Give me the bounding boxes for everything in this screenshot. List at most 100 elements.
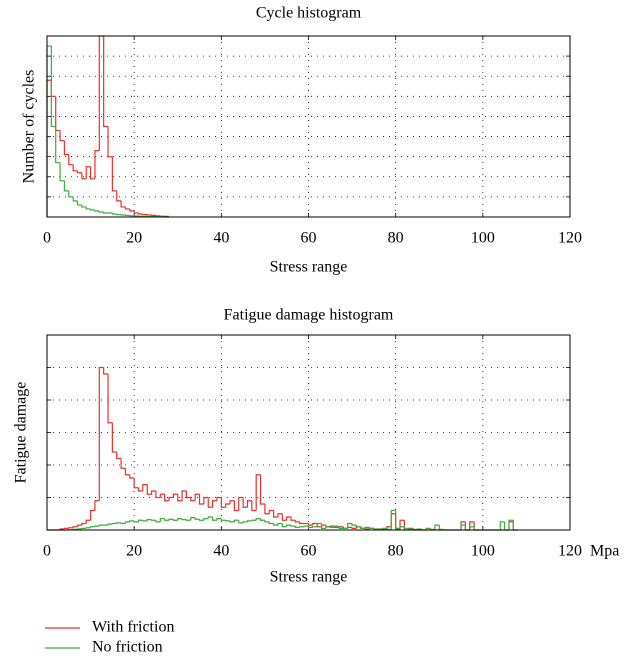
histogram-step <box>117 523 121 524</box>
histogram-step <box>300 522 304 524</box>
histogram-step <box>239 498 243 511</box>
histogram-step <box>287 517 291 520</box>
x-unit-label: Mpa <box>590 543 619 560</box>
histogram-step <box>121 523 125 524</box>
histogram-step <box>500 522 504 530</box>
y-axis-label: Number of cycles <box>21 70 38 184</box>
histogram-step <box>256 475 260 511</box>
histogram-step <box>147 485 151 495</box>
histogram-step <box>134 521 138 522</box>
histogram-step <box>295 520 299 522</box>
histogram-step <box>108 524 112 525</box>
histogram-step <box>156 491 160 498</box>
histogram-step <box>261 475 265 504</box>
histogram-step <box>339 527 343 528</box>
histogram-step <box>130 475 134 478</box>
histogram-step <box>400 527 404 529</box>
histogram-step <box>291 517 295 520</box>
histogram-step <box>221 519 225 521</box>
histogram-step <box>121 201 125 207</box>
histogram-step <box>182 491 186 501</box>
histogram-step <box>230 501 234 504</box>
histogram-step <box>125 468 129 475</box>
histogram-step <box>143 485 147 492</box>
histogram-step <box>108 127 112 157</box>
histogram-step <box>117 452 121 459</box>
chart-title: Cycle histogram <box>256 5 362 22</box>
x-tick-label: 40 <box>213 543 229 560</box>
histogram-step <box>213 501 217 508</box>
histogram-step <box>330 526 334 527</box>
legend-label: No friction <box>92 639 163 656</box>
histogram-step <box>309 524 313 526</box>
histogram-step <box>252 501 256 511</box>
histogram-step <box>213 517 217 520</box>
histogram-step <box>230 521 234 522</box>
histogram-step <box>165 494 169 501</box>
x-tick-label: 80 <box>388 543 404 560</box>
histogram-step <box>391 514 395 527</box>
histogram-step <box>291 525 295 526</box>
histogram-step <box>117 214 121 215</box>
histogram-step <box>435 525 439 529</box>
histogram-step <box>56 127 60 163</box>
histogram-step <box>234 520 238 522</box>
legend-label: With friction <box>92 619 174 636</box>
histogram-step <box>465 522 469 530</box>
histogram-step <box>439 525 443 529</box>
histogram-step <box>304 526 308 527</box>
histogram-step <box>143 214 147 215</box>
histogram-step <box>509 522 513 530</box>
histogram-step <box>365 527 369 528</box>
histogram-step <box>365 528 369 529</box>
histogram-step <box>208 517 212 519</box>
histogram-step <box>95 210 99 211</box>
histogram-step <box>169 519 173 520</box>
histogram-step <box>143 520 147 521</box>
x-tick-label: 100 <box>471 230 495 247</box>
histogram-step <box>269 511 273 514</box>
histogram-step <box>125 207 129 209</box>
histogram-step <box>239 520 243 523</box>
histogram-step <box>139 488 143 491</box>
histogram-step <box>265 520 269 522</box>
x-tick-label: 20 <box>126 230 142 247</box>
histogram-step <box>247 521 251 522</box>
histogram-step <box>91 209 95 210</box>
histogram-step <box>82 173 86 179</box>
histogram-step <box>73 197 77 201</box>
histogram-step <box>278 514 282 517</box>
histogram-step <box>173 494 177 497</box>
histogram-step <box>60 163 64 181</box>
histogram-step <box>64 181 68 191</box>
histogram-step <box>139 213 143 214</box>
histogram-step <box>330 527 334 528</box>
histogram-step <box>51 46 55 126</box>
histogram-step <box>99 211 103 212</box>
histogram-step <box>234 501 238 511</box>
histogram-step <box>461 522 465 530</box>
histogram-step <box>91 167 95 179</box>
histogram-step <box>95 151 99 179</box>
histogram-step <box>134 478 138 488</box>
histogram-step <box>91 511 95 521</box>
histogram-step <box>465 525 469 530</box>
histogram-step <box>300 527 304 528</box>
histogram-step <box>86 528 90 529</box>
histogram-step <box>78 171 82 173</box>
histogram-step <box>165 519 169 521</box>
histogram-step <box>82 524 86 526</box>
histogram-step <box>474 522 478 530</box>
histogram-step <box>152 491 156 494</box>
x-tick-label: 80 <box>388 230 404 247</box>
x-tick-label: 0 <box>43 230 51 247</box>
histogram-step <box>130 209 134 211</box>
histogram-step <box>470 522 474 530</box>
histogram-step <box>274 524 278 526</box>
histogram-step <box>505 522 509 530</box>
histogram-step <box>204 519 208 521</box>
histogram-step <box>121 459 125 469</box>
histogram-step <box>387 528 391 529</box>
histogram-step <box>117 191 121 201</box>
histogram-step <box>108 374 112 423</box>
